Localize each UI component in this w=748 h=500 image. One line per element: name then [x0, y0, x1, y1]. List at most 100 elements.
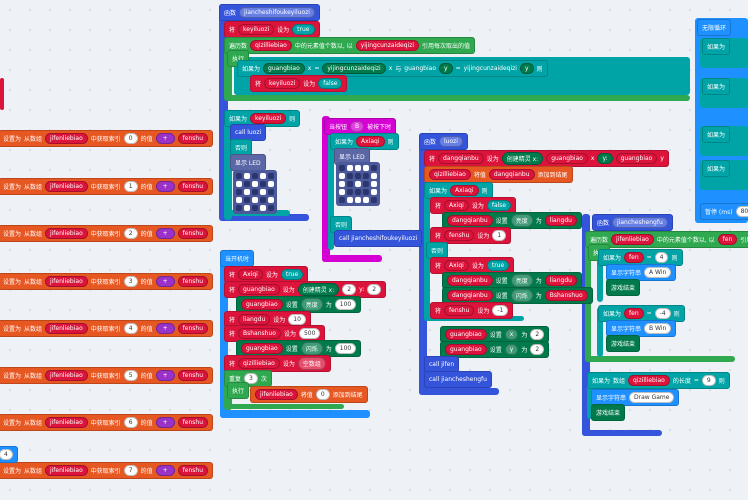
block-text: 则	[671, 255, 678, 262]
led-cell	[347, 181, 353, 187]
variable-pill: fenshu	[177, 417, 208, 428]
variable-pill: guangbiao	[241, 299, 283, 310]
block-text: 设为	[277, 27, 290, 34]
block: 显示字符串 B Win	[606, 320, 677, 337]
name-field: 闪烁	[300, 342, 323, 355]
block-text: 从数组	[23, 468, 42, 475]
block-text: 设为	[303, 81, 316, 88]
block-text: 设为	[265, 272, 278, 279]
led-cell	[363, 189, 369, 195]
block-text: 设置	[495, 278, 508, 285]
block-text: 如果为	[707, 132, 726, 139]
led-cell	[268, 173, 274, 179]
variable-pill: keyiluozi	[264, 78, 301, 89]
led-cell	[252, 197, 258, 203]
block-text: 否则	[235, 145, 248, 152]
name-field: B	[350, 121, 365, 132]
block-frame	[220, 410, 370, 418]
block-text: 设置	[495, 218, 508, 225]
block-frame	[219, 214, 309, 221]
variable-pill: guangbiao	[445, 329, 487, 340]
variable-pill: fenshu	[177, 276, 208, 287]
block-text: x	[388, 65, 393, 72]
block-text: 设为	[282, 287, 295, 294]
variable-pill: Bshanshuo	[238, 328, 281, 339]
block: 将 fenshu 设为 1	[430, 227, 512, 244]
block: 设置为 从数组 jifenliebiao 中获取索引 5 的值 + fenshu	[0, 367, 213, 384]
math-operator: +	[155, 276, 175, 287]
block-text: 中获取索引	[90, 468, 121, 475]
variable-pill: fen	[717, 234, 738, 245]
block-text: =	[693, 377, 699, 384]
value-field: 100	[334, 299, 357, 310]
value-field: 4	[0, 449, 13, 460]
block-text: 将	[229, 272, 236, 279]
led-cell	[268, 189, 274, 195]
block-text: 的长度	[672, 378, 691, 385]
led-cell	[260, 197, 266, 203]
variable-pill: guangbiao	[615, 153, 658, 164]
block: guangbiao 设置 y 为 2	[440, 341, 550, 358]
block: 如果为 数组 qizilliebiao 的长度 = 9 则	[587, 372, 730, 389]
variable-pill: guangbiao	[238, 284, 280, 295]
block-text: 引用每次取出的值	[422, 43, 471, 50]
block-text: 如果为	[707, 166, 726, 173]
block-text: 游戏结束	[611, 341, 636, 348]
block: 如果为 fen = 4 则	[598, 249, 683, 266]
led-cell	[339, 189, 345, 195]
block: 设置为 从数组 jifenliebiao 中获取索引 0 的值 + fenshu	[0, 130, 213, 147]
value-field: 800	[735, 206, 748, 217]
led-cell	[244, 189, 250, 195]
block-text: 函数	[224, 10, 237, 17]
block: 显示字符串 A Win	[606, 264, 677, 281]
block-text: 设置为	[2, 373, 21, 380]
block-text: 设为	[486, 156, 499, 163]
block-text: 为	[521, 347, 528, 354]
block-text: 将	[229, 317, 236, 324]
block: qizilliebiao 将值 dangqianbu 添加到结尾	[424, 166, 573, 183]
block-text: 显示字符串	[596, 395, 627, 402]
value-field: -4	[654, 308, 671, 319]
value-field: 2	[530, 329, 545, 340]
block-text: call luozi	[235, 129, 262, 136]
variable-pill: Axiaqi	[356, 136, 385, 147]
name-field: 亮度	[510, 274, 533, 287]
name-field: x	[504, 329, 519, 340]
block-text: 则	[673, 311, 680, 318]
math-operator: +	[155, 370, 175, 381]
name-field: jiancheshengfu	[612, 217, 668, 228]
variable-pill: fenshu	[177, 323, 208, 334]
block-text: 遍历数	[229, 43, 248, 50]
block-text: 设置为	[2, 184, 21, 191]
variable-pill: liangdu	[238, 314, 271, 325]
name-field: 亮度	[510, 214, 533, 227]
block-text: 否则	[335, 222, 348, 229]
block-frame	[0, 78, 4, 110]
block-text: 设置为	[2, 326, 21, 333]
variable-pill: qizilliebiao	[628, 375, 670, 386]
block-text: x	[307, 65, 312, 72]
variable-pill: jifenliebiao	[44, 133, 88, 144]
sprite-pill: y:	[597, 153, 613, 164]
led-cell	[260, 181, 266, 187]
block-text: 从数组	[23, 136, 42, 143]
value-field: 0	[123, 133, 138, 144]
block-text: 将	[435, 308, 442, 315]
block-frame	[585, 356, 735, 362]
block: 显示字符串 Draw Game	[591, 389, 680, 406]
variable-pill: fenshu	[177, 181, 208, 192]
led-cell	[347, 173, 353, 179]
variable-pill: fenshu	[177, 465, 208, 476]
block: 如果为	[702, 126, 731, 143]
block: 如果为	[702, 160, 731, 177]
block-frame	[597, 307, 603, 357]
block-text: 则	[387, 139, 394, 146]
block-text: 的值	[140, 420, 153, 427]
block-text: 中的元素值个数以, 以	[294, 43, 353, 50]
block: 将 Axiqi 设为 true	[224, 266, 309, 283]
block-text: x	[590, 155, 595, 162]
block-text: 设置为	[2, 468, 21, 475]
math-operator: +	[155, 133, 175, 144]
variable-pill: Axiqi	[444, 260, 469, 271]
block-frame	[322, 116, 330, 262]
